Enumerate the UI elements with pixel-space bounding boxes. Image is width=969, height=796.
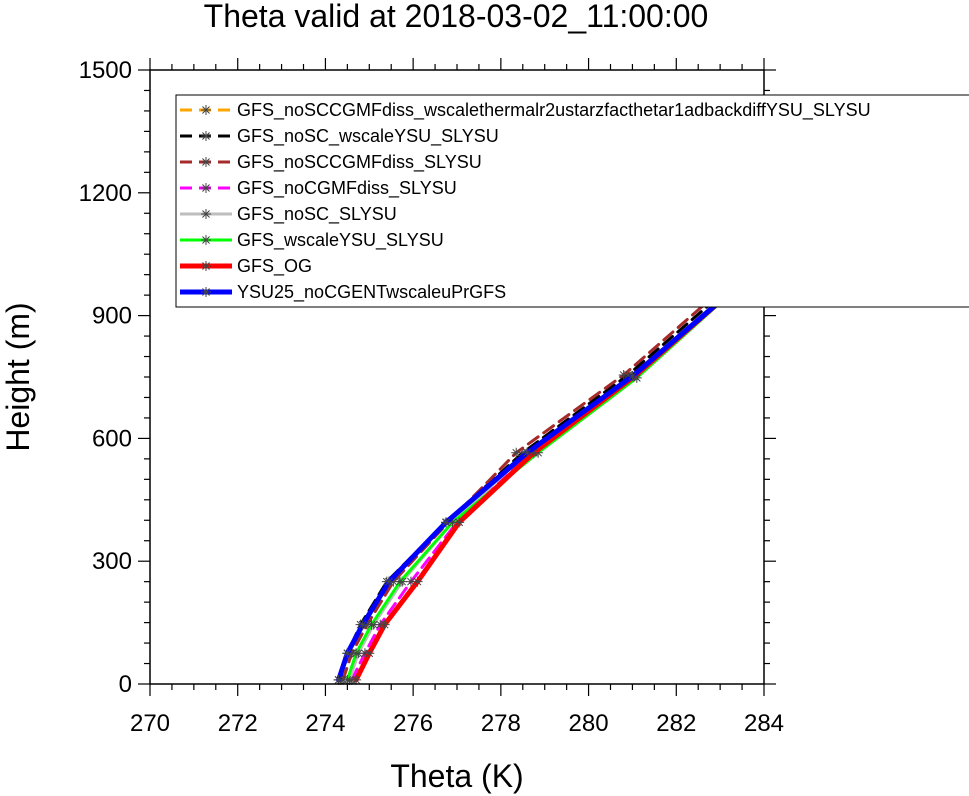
legend-entry: YSU25_noCGENTwscaleuPrGFS bbox=[180, 282, 506, 303]
y-tick-label: 300 bbox=[92, 548, 132, 575]
legend-label: GFS_noSC_SLYSU bbox=[237, 204, 397, 225]
series-point bbox=[412, 576, 423, 587]
x-tick-label: 282 bbox=[656, 710, 696, 737]
y-tick-label: 1200 bbox=[79, 180, 132, 207]
series-point bbox=[405, 576, 416, 587]
series-point bbox=[333, 674, 344, 685]
legend-entry: GFS_OG bbox=[180, 256, 312, 277]
legend-entry: GFS_wscaleYSU_SLYSU bbox=[180, 230, 444, 251]
series-point bbox=[528, 447, 539, 458]
legend-label: GFS_OG bbox=[237, 256, 312, 277]
series-point bbox=[394, 576, 405, 587]
y-axis-ticks: 0 300 600 900 1200 1500 bbox=[79, 57, 776, 698]
legend-marker bbox=[201, 131, 211, 141]
x-tick-label: 280 bbox=[569, 710, 609, 737]
series-point bbox=[351, 674, 362, 685]
series-point bbox=[511, 447, 522, 458]
legend-entry: GFS_noSC_wscaleYSU_SLYSU bbox=[180, 126, 499, 147]
series-point bbox=[384, 576, 395, 587]
y-tick-label: 0 bbox=[119, 671, 132, 698]
legend-label: GFS_wscaleYSU_SLYSU bbox=[237, 230, 444, 251]
x-tick-label: 276 bbox=[393, 710, 433, 737]
series-layer bbox=[333, 241, 769, 685]
legend-marker bbox=[201, 157, 211, 167]
legend-label: GFS_noCGMFdiss_SLYSU bbox=[237, 178, 457, 199]
legend-entry: GFS_noSCCGMFdiss_wscalethermalr2ustarzfa… bbox=[180, 100, 871, 121]
series-point bbox=[618, 369, 629, 380]
series-point bbox=[342, 648, 353, 659]
y-tick-label: 900 bbox=[92, 303, 132, 330]
series-point bbox=[357, 619, 368, 630]
x-tick-label: 278 bbox=[481, 710, 521, 737]
legend-entry: GFS_noSCCGMFdiss_SLYSU bbox=[180, 152, 482, 173]
legend-label: GFS_noSC_wscaleYSU_SLYSU bbox=[237, 126, 499, 147]
legend-box bbox=[175, 94, 969, 308]
chart-title: Theta valid at 2018-03-02_11:00:00 bbox=[204, 0, 709, 34]
series-line bbox=[337, 246, 766, 682]
series-point bbox=[364, 648, 375, 659]
series-point bbox=[366, 619, 377, 630]
series-2 bbox=[337, 241, 769, 685]
x-tick-label: 274 bbox=[305, 710, 345, 737]
series-point bbox=[627, 371, 638, 382]
series-point bbox=[447, 517, 458, 528]
legend-marker bbox=[201, 209, 211, 219]
series-point bbox=[522, 447, 533, 458]
legend-label: GFS_noSCCGMFdiss_wscalethermalr2ustarzfa… bbox=[237, 100, 871, 121]
legend-marker bbox=[201, 287, 211, 297]
legend-entry: GFS_noCGMFdiss_SLYSU bbox=[180, 178, 457, 199]
x-axis-title: Theta (K) bbox=[390, 758, 523, 794]
legend-marker bbox=[201, 105, 211, 115]
series-point bbox=[351, 648, 362, 659]
x-axis-ticks: 270 272 274 276 278 280 282 284 bbox=[130, 58, 784, 737]
legend: GFS_noSCCGMFdiss_wscalethermalr2ustarzfa… bbox=[175, 94, 969, 308]
series-7 bbox=[333, 247, 769, 685]
series-point bbox=[379, 619, 390, 630]
series-point bbox=[342, 674, 353, 685]
legend-label: GFS_noSCCGMFdiss_SLYSU bbox=[237, 152, 482, 173]
x-tick-label: 272 bbox=[218, 710, 258, 737]
series-1 bbox=[333, 243, 769, 685]
series-line bbox=[336, 249, 767, 683]
x-tick-label: 270 bbox=[130, 710, 170, 737]
x-tick-label: 284 bbox=[744, 710, 784, 737]
legend-label: YSU25_noCGENTwscaleuPrGFS bbox=[237, 282, 506, 303]
y-tick-label: 600 bbox=[92, 425, 132, 452]
legend-marker bbox=[201, 235, 211, 245]
y-axis-title: Height (m) bbox=[0, 302, 36, 451]
legend-marker bbox=[201, 261, 211, 271]
series-point bbox=[454, 517, 465, 528]
series-point bbox=[441, 517, 452, 528]
legend-entry: GFS_noSC_SLYSU bbox=[180, 204, 397, 225]
legend-marker bbox=[201, 183, 211, 193]
y-tick-label: 1500 bbox=[79, 57, 132, 84]
